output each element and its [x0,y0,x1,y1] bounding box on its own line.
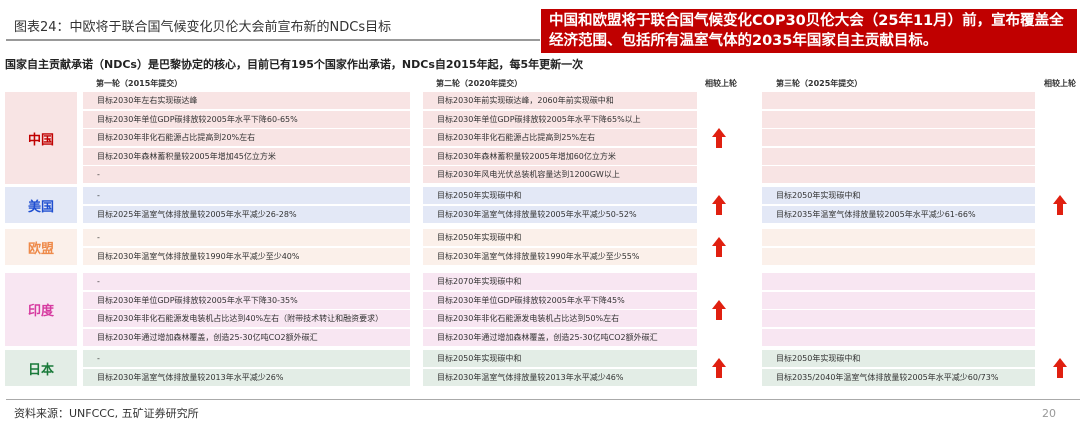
ndc-target-cell [762,291,1035,309]
ndc-target-cell: 目标2070年实现碳中和 [423,273,697,290]
page-number: 20 [1042,407,1056,420]
ndc-target-cell [762,229,1035,246]
ndc-target-cell: 目标2030年单位GDP碳排放较2005年水平下降45% [423,291,697,309]
figure-title: 图表24：中欧将于联合国气候变化贝伦大会前宣布新的NDCs目标 [14,20,392,35]
ndc-target-cell: 目标2030年风电光伏总装机容量达到1200GW以上 [423,166,697,184]
ndc-target-cell [762,92,1035,109]
footer-divider [6,399,1080,400]
country-label: 美国 [5,187,77,224]
ndc-target-cell: 目标2030年温室气体排放量较1990年水平减少至少55% [423,247,697,265]
ndc-target-cell: 目标2035年温室气体排放量较2005年水平减少61-66% [762,205,1035,223]
country-label: 印度 [5,273,77,347]
ndc-target-cell: - [83,350,410,367]
ndc-target-cell: 目标2030年单位GDP碳排放较2005年水平下降30-35% [83,291,410,309]
column-header-round3: 第三轮（2025年提交） [776,79,863,88]
ndc-target-cell [762,129,1035,147]
ndc-target-cell [762,110,1035,128]
up-arrow-icon [712,128,726,148]
up-arrow-icon [712,237,726,258]
subtitle: 国家自主贡献承诺（NDCs）是巴黎协定的核心，目前已有195个国家作出承诺，ND… [5,58,584,71]
ndc-target-cell: 目标2030年左右实现碳达峰 [83,92,410,109]
column-header-compare1: 相较上轮 [705,79,737,88]
ndc-target-cell: 目标2035/2040年温室气体排放量较2005年水平减少60/73% [762,368,1035,386]
ndc-target-cell: - [83,229,410,246]
ndc-target-cell: 目标2030年温室气体排放量较1990年水平减少至少40% [83,247,410,265]
ndc-target-cell: 目标2050年实现碳中和 [423,350,697,367]
ndc-target-cell: 目标2030年森林蓄积量较2005年增加45亿立方米 [83,147,410,165]
up-arrow-icon [712,299,726,320]
source-note: 资料来源：UNFCCC, 五矿证券研究所 [14,407,199,420]
column-header-round2: 第二轮（2020年提交） [436,79,523,88]
callout-box: 中国和欧盟将于联合国气候变化COP30贝伦大会（25年11月）前，宣布覆盖全经济… [541,9,1077,53]
ndc-target-cell: - [83,166,410,184]
country-label: 日本 [5,350,77,387]
ndc-target-cell: 目标2030年森林蓄积量较2005年增加60亿立方米 [423,147,697,165]
ndc-target-cell: 目标2030年温室气体排放量较2013年水平减少26% [83,368,410,386]
ndc-target-cell: 目标2030年单位GDP碳排放较2005年水平下降60-65% [83,110,410,128]
ndc-target-cell: 目标2050年实现碳中和 [762,187,1035,204]
ndc-target-cell: 目标2050年实现碳中和 [423,187,697,204]
ndc-target-cell: 目标2030年非化石能源占比提高到25%左右 [423,129,697,147]
ndc-target-cell [762,273,1035,290]
ndc-target-cell: 目标2030年通过增加森林覆盖，创造25-30亿吨CO2额外碳汇 [423,328,697,346]
up-arrow-icon [1053,358,1067,379]
ndc-target-cell: 目标2030年非化石能源发电装机占比达到40%左右（附带技术转让和融资要求） [83,310,410,328]
up-arrow-icon [1053,195,1067,216]
column-header-compare2: 相较上轮 [1044,79,1076,88]
ndc-target-cell: 目标2030年前实现碳达峰，2060年前实现碳中和 [423,92,697,109]
country-label: 中国 [5,92,77,184]
ndc-target-cell [762,328,1035,346]
title-divider [6,39,540,41]
ndc-target-cell [762,166,1035,184]
ndc-target-cell [762,310,1035,328]
up-arrow-icon [712,195,726,216]
ndc-target-cell [762,147,1035,165]
country-label: 欧盟 [5,229,77,266]
ndc-target-cell: - [83,273,410,290]
ndc-target-cell: 目标2030年通过增加森林覆盖，创造25-30亿吨CO2额外碳汇 [83,328,410,346]
ndc-target-cell: 目标2050年实现碳中和 [423,229,697,246]
ndc-target-cell: 目标2025年温室气体排放量较2005年水平减少26-28% [83,205,410,223]
ndc-target-cell [762,247,1035,265]
ndc-target-cell: 目标2030年非化石能源占比提高到20%左右 [83,129,410,147]
ndc-target-cell: 目标2050年实现碳中和 [762,350,1035,367]
column-header-round1: 第一轮（2015年提交） [96,79,183,88]
ndc-target-cell: 目标2030年温室气体排放量较2005年水平减少50-52% [423,205,697,223]
ndc-target-cell: 目标2030年温室气体排放量较2013年水平减少46% [423,368,697,386]
ndc-target-cell: 目标2030年单位GDP碳排放较2005年水平下降65%以上 [423,110,697,128]
up-arrow-icon [712,358,726,379]
ndc-target-cell: 目标2030年非化石能源发电装机占比达到50%左右 [423,310,697,328]
ndc-target-cell: - [83,187,410,204]
